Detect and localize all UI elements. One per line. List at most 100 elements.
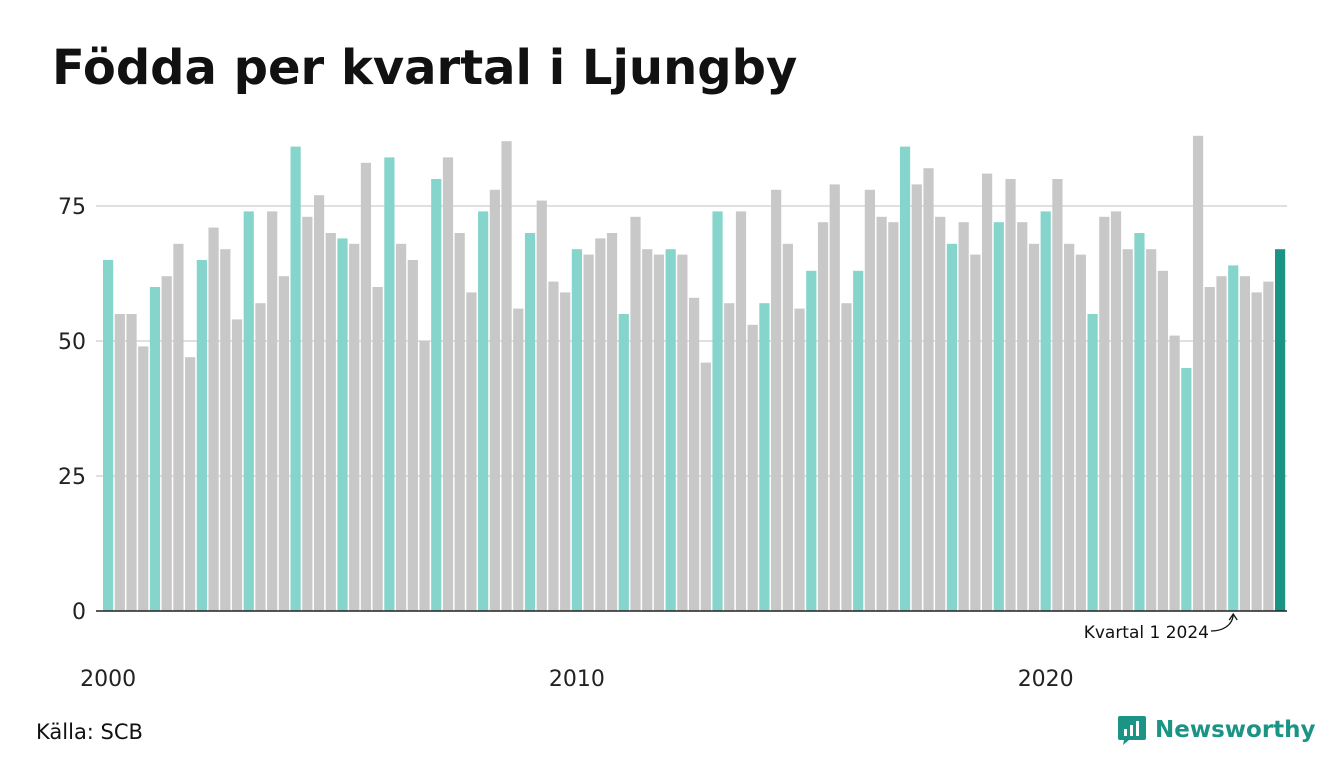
bar-59 [794, 308, 805, 611]
bar-78 [1017, 222, 1028, 611]
bar-100 [1275, 249, 1286, 611]
bar-40 [571, 249, 582, 611]
bar-70 [923, 168, 934, 611]
bar-22 [360, 162, 372, 612]
x-axis-tick-labels: 2000 2010 2020 [80, 667, 1074, 692]
bar-69 [911, 184, 922, 611]
bar-47 [653, 254, 665, 611]
x-tick-label-2000: 2000 [80, 667, 136, 692]
bar-60 [806, 270, 817, 611]
bar-80 [1040, 211, 1051, 611]
bar-79 [1028, 243, 1040, 612]
bar-36 [524, 233, 536, 611]
bar-17 [302, 216, 313, 612]
bar-30 [454, 233, 465, 611]
bar-13 [255, 303, 266, 611]
bar-51 [700, 362, 711, 611]
bar-62 [829, 184, 840, 611]
bar-99 [1263, 281, 1274, 611]
bar-71 [935, 216, 946, 612]
annotation-arrow [1210, 614, 1234, 632]
bar-43 [606, 233, 618, 611]
bar-57 [771, 189, 782, 612]
bar-28 [431, 179, 442, 611]
bar-85 [1099, 216, 1110, 612]
chart-title: Födda per kvartal i Ljungby [52, 40, 798, 96]
bar-77 [1005, 179, 1016, 611]
bar-11 [231, 319, 243, 611]
brand-name: Newsworthy [1155, 717, 1316, 743]
bar-61 [817, 222, 829, 611]
y-tick-label-75: 75 [58, 195, 86, 220]
bar-87 [1122, 249, 1133, 611]
bar-50 [689, 297, 700, 611]
bar-90 [1157, 270, 1168, 611]
bar-88 [1134, 233, 1145, 611]
bar-76 [993, 222, 1004, 611]
bar-82 [1064, 243, 1075, 612]
bar-52 [712, 211, 723, 611]
bar-41 [583, 254, 594, 611]
bar-84 [1087, 314, 1098, 611]
bar-56 [759, 303, 770, 611]
bar-83 [1075, 254, 1086, 611]
bar-37 [536, 200, 547, 611]
bar-38 [548, 281, 559, 611]
bar-9 [208, 227, 219, 611]
bar-67 [888, 222, 899, 611]
bar-0 [103, 260, 114, 611]
x-tick-label-2020: 2020 [1018, 667, 1074, 692]
newsworthy-logo-icon [1118, 716, 1146, 745]
bar-48 [665, 249, 676, 611]
bar-20 [337, 238, 348, 611]
bar-96 [1228, 265, 1239, 611]
bar-27 [419, 341, 430, 611]
bar-72 [946, 243, 958, 612]
bar-15 [278, 276, 289, 611]
bar-55 [747, 324, 758, 611]
y-axis-tick-labels: 0 25 50 75 [58, 195, 86, 625]
bar-53 [724, 303, 735, 611]
bars [103, 135, 1286, 612]
bar-54 [735, 211, 747, 611]
bar-42 [595, 238, 606, 611]
bar-33 [489, 189, 500, 612]
bar-66 [876, 216, 887, 612]
bar-58 [782, 243, 793, 612]
brand-logo[interactable]: Newsworthy [1117, 714, 1316, 746]
annotation: Kvartal 1 2024 [1084, 612, 1238, 643]
bar-26 [407, 260, 418, 611]
bar-63 [841, 303, 852, 611]
y-tick-label-50: 50 [58, 330, 86, 355]
bar-97 [1239, 276, 1251, 611]
bar-49 [677, 254, 688, 611]
bar-95 [1216, 276, 1227, 611]
bar-32 [478, 211, 489, 611]
bar-46 [642, 249, 653, 611]
annotation-label: Kvartal 1 2024 [1084, 623, 1209, 643]
bar-91 [1169, 335, 1180, 611]
bar-81 [1052, 179, 1063, 611]
bar-19 [325, 233, 336, 611]
bar-21 [349, 243, 360, 612]
bar-6 [173, 243, 184, 612]
bar-44 [618, 314, 629, 611]
bar-74 [970, 254, 981, 611]
bar-4 [149, 287, 161, 611]
bar-35 [513, 308, 524, 611]
bar-73 [958, 222, 969, 611]
bar-7 [185, 357, 196, 611]
bar-12 [243, 211, 254, 611]
bar-1 [114, 314, 125, 611]
annotation-arrowhead [1228, 612, 1238, 621]
bar-92 [1181, 368, 1192, 611]
bar-93 [1192, 135, 1204, 612]
bar-14 [267, 211, 278, 611]
bar-89 [1146, 249, 1157, 611]
bar-34 [501, 141, 512, 611]
bar-31 [466, 292, 477, 611]
bar-65 [864, 189, 875, 612]
bar-29 [442, 157, 454, 611]
bar-10 [220, 249, 231, 611]
